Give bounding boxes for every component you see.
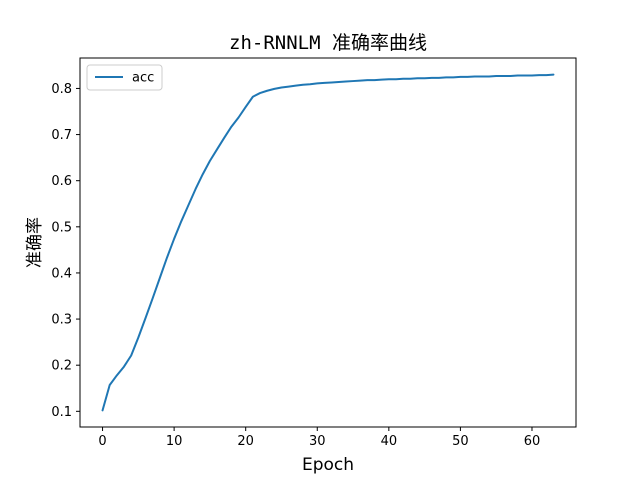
x-tick-label: 40: [381, 434, 398, 449]
y-tick-label: 0.8: [51, 82, 72, 97]
y-axis: 0.1 0.2 0.3 0.4 0.5 0.6 0.7 0.8: [51, 82, 80, 420]
chart-title: zh-RNNLM 准确率曲线: [229, 32, 427, 54]
y-tick-label: 0.3: [51, 313, 72, 328]
y-tick-label: 0.6: [51, 174, 72, 189]
x-axis: 0 10 20 30 40 50 60: [98, 427, 540, 449]
legend-label-acc: acc: [132, 71, 154, 86]
series-layer: [101, 73, 555, 412]
y-tick-label: 0.7: [51, 128, 72, 143]
x-axis-label: Epoch: [302, 455, 354, 475]
plot-area: [79, 57, 577, 428]
y-tick-label: 0.4: [51, 266, 72, 281]
y-tick-label: 0.2: [51, 359, 72, 374]
legend-box: [86, 64, 163, 91]
legend: acc: [86, 64, 163, 91]
series-line-acc: [101, 73, 555, 412]
x-tick-label: 0: [98, 434, 106, 449]
x-tick-label: 20: [237, 434, 254, 449]
y-tick-label: 0.1: [51, 405, 72, 420]
x-tick-label: 30: [309, 434, 326, 449]
x-tick-label: 10: [166, 434, 183, 449]
y-tick-label: 0.5: [51, 220, 72, 235]
y-axis-label: 准确率: [25, 217, 45, 268]
x-tick-label: 50: [452, 434, 469, 449]
x-tick-label: 60: [524, 434, 541, 449]
